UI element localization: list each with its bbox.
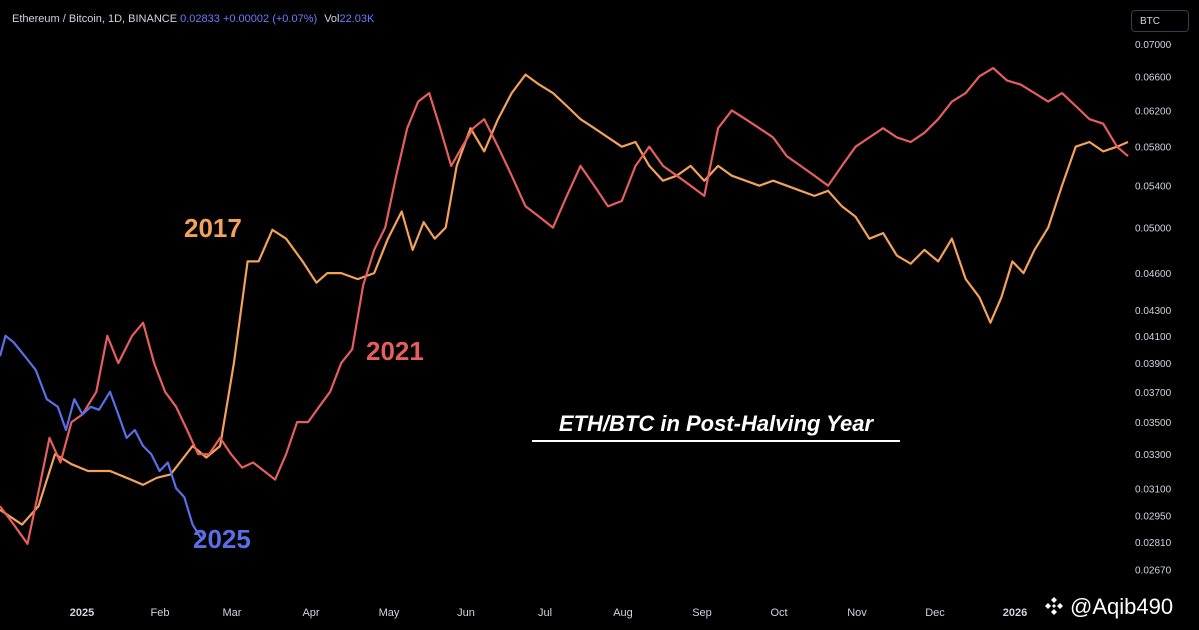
y-tick-label: 0.02950 xyxy=(1135,511,1172,522)
x-tick-label: Oct xyxy=(770,607,787,619)
y-tick-label: 0.04100 xyxy=(1135,332,1172,343)
series-label-2021: 2021 xyxy=(366,336,424,366)
x-tick-label: Nov xyxy=(847,607,867,619)
y-tick-label: 0.03900 xyxy=(1135,359,1172,370)
y-tick-label: 0.02670 xyxy=(1135,566,1172,577)
x-tick-label: May xyxy=(379,607,400,619)
x-tick-label: Jul xyxy=(538,607,552,619)
watermark-handle: @Aqib490 xyxy=(1070,594,1174,619)
symbol-name: Ethereum / Bitcoin, 1D, BINANCE xyxy=(12,13,178,25)
y-axis: 0.07000 0.06600 0.06200 0.05800 0.05400 0.050… xyxy=(1135,40,1172,576)
chart-title: ETH/BTC in Post-Halving Year xyxy=(559,411,875,436)
y-tick-label: 0.03100 xyxy=(1135,484,1172,495)
y-tick-label: 0.04600 xyxy=(1135,269,1172,280)
x-tick-label: Dec xyxy=(925,607,945,619)
x-axis: 2025 Feb Mar Apr May Jun Jul Aug Sep Oct Nov Dec 202… xyxy=(70,607,1027,619)
y-tick-label: 0.02810 xyxy=(1135,538,1172,549)
x-tick-label: Aug xyxy=(613,607,633,619)
y-tick-label: 0.03300 xyxy=(1135,450,1172,461)
y-tick-label: 0.06200 xyxy=(1135,106,1172,117)
series-label-2025: 2025 xyxy=(193,524,251,554)
x-tick-label: Sep xyxy=(692,607,712,619)
x-tick-label: Jun xyxy=(457,607,475,619)
volume-value: 22.03K xyxy=(339,13,375,25)
y-tick-label: 0.03500 xyxy=(1135,418,1172,429)
binance-logo-icon xyxy=(1045,597,1063,615)
y-tick-label: 0.07000 xyxy=(1135,40,1172,51)
plot-area xyxy=(0,67,1129,545)
x-tick-label: Mar xyxy=(223,607,242,619)
x-tick-label: 2026 xyxy=(1003,607,1027,619)
last-price: 0.02833 xyxy=(180,13,220,25)
series-label-2017: 2017 xyxy=(184,213,242,243)
volume-label: Vol xyxy=(324,13,340,25)
y-tick-label: 0.04300 xyxy=(1135,306,1172,317)
x-tick-label: Feb xyxy=(151,607,170,619)
series-line-2025 xyxy=(0,334,202,539)
x-tick-label: Apr xyxy=(302,607,319,619)
price-change: +0.00002 (+0.07%) xyxy=(222,13,318,25)
y-tick-label: 0.05000 xyxy=(1135,224,1172,235)
series-line-2017 xyxy=(0,73,1129,526)
y-tick-label: 0.05400 xyxy=(1135,182,1172,193)
symbol-header: Ethereum / Bitcoin, 1D, BINANCE 0.02833 … xyxy=(12,13,374,25)
y-tick-label: 0.06600 xyxy=(1135,72,1172,83)
y-tick-label: 0.03700 xyxy=(1135,388,1172,399)
x-tick-label: 2025 xyxy=(70,607,94,619)
series-line-2021 xyxy=(0,67,1129,545)
y-tick-label: 0.05800 xyxy=(1135,143,1172,154)
currency-unit-button[interactable]: BTC xyxy=(1131,10,1189,32)
watermark: @Aqib490 xyxy=(1044,594,1173,620)
